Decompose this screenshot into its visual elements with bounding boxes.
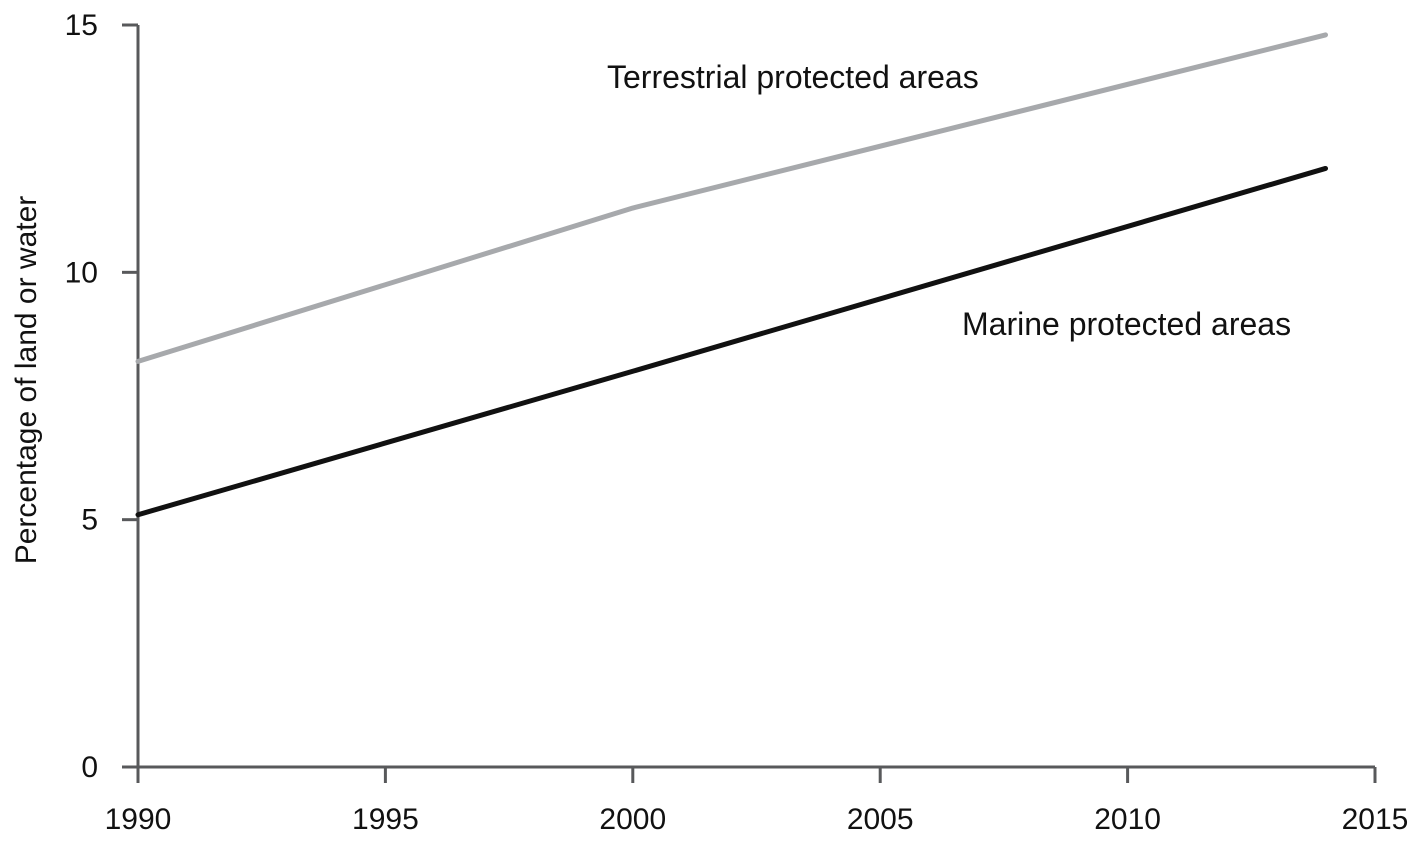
x-axis-tick-label: 1995 [352,803,419,836]
y-axis-tick-label: 0 [81,751,98,784]
terrestrial-series-label: Terrestrial protected areas [607,59,979,95]
x-axis-tick-label: 2005 [847,803,914,836]
x-axis-tick-label: 2015 [1342,803,1409,836]
series-lines [135,32,1329,518]
x-axis-tick-label: 2000 [599,803,666,836]
terrestrial-series-line [135,32,1329,364]
axes: 1990 1995 2000 2005 2010 2015 0 5 10 15 [65,9,1409,836]
y-axis-tick-label: 15 [65,9,98,42]
marine-series-line [135,165,1329,518]
x-axis-ticks: 1990 1995 2000 2005 2010 2015 [105,767,1409,836]
y-axis-ticks: 0 5 10 15 [65,9,138,784]
y-axis-title: Percentage of land or water [10,196,43,565]
y-axis-tick-label: 10 [65,256,98,289]
y-axis-tick-label: 5 [81,504,98,537]
x-axis-tick-label: 2010 [1094,803,1161,836]
x-axis-tick-label: 1990 [105,803,172,836]
series-labels: Terrestrial protected areas Marine protec… [607,59,1291,342]
marine-series-label: Marine protected areas [962,306,1291,342]
